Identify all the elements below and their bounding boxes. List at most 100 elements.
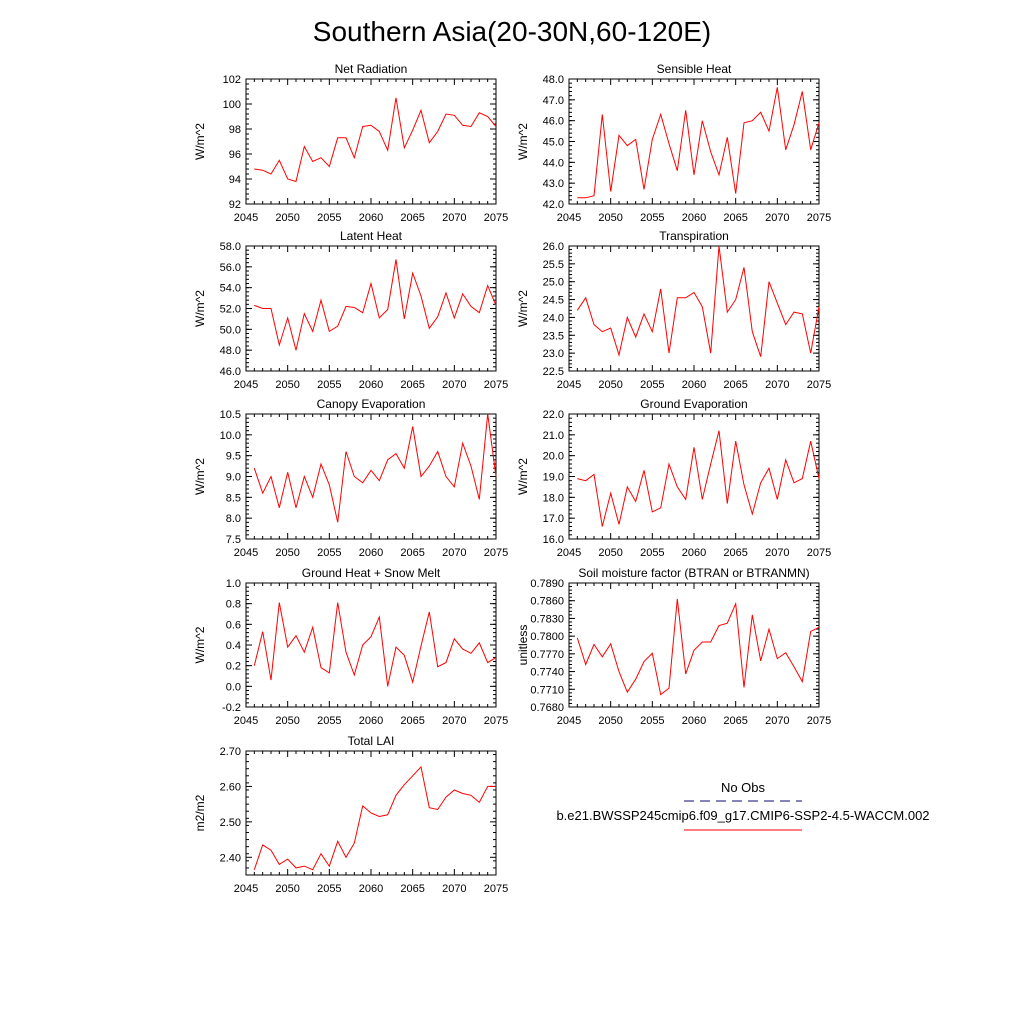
y-tick-label: 0.7710	[530, 684, 564, 696]
x-tick-label: 2050	[598, 212, 622, 224]
y-tick-label: 2.40	[220, 852, 241, 864]
x-tick-label: 2060	[359, 547, 383, 559]
x-tick-label: 2065	[723, 547, 747, 559]
x-tick-label: 2065	[400, 715, 424, 727]
x-tick-label: 2075	[484, 883, 508, 895]
y-axis-label: W/m^2	[193, 458, 207, 495]
plot-frame	[568, 413, 820, 540]
y-axis-label: W/m^2	[516, 123, 530, 160]
y-tick-label: 98	[229, 124, 241, 136]
y-axis-label: unitless	[516, 625, 530, 666]
y-tick-label: 43.0	[543, 178, 564, 190]
y-tick-label: 42.0	[543, 199, 564, 211]
y-axis-label: W/m^2	[193, 123, 207, 160]
x-tick-label: 2055	[317, 547, 341, 559]
x-tick-label: 2055	[317, 715, 341, 727]
y-tick-label: 26.0	[543, 241, 564, 253]
x-tick-label: 2065	[723, 212, 747, 224]
plot-frame	[568, 582, 820, 708]
plot-frame	[245, 582, 497, 708]
y-tick-label: 20.0	[543, 451, 564, 463]
x-tick-label: 2060	[682, 379, 706, 391]
panel-title: Net Radiation	[335, 62, 408, 76]
x-tick-label: 2055	[640, 379, 664, 391]
y-tick-label: 0.7890	[530, 578, 564, 590]
y-tick-label: 22.0	[543, 409, 564, 421]
x-tick-label: 2045	[234, 547, 258, 559]
x-tick-label: 2055	[317, 379, 341, 391]
y-tick-label: 23.5	[543, 330, 564, 342]
y-tick-label: 25.5	[543, 259, 564, 271]
series-line	[576, 245, 820, 357]
x-tick-label: 2055	[640, 547, 664, 559]
y-tick-label: 46.0	[220, 366, 241, 378]
y-tick-label: 54.0	[220, 283, 241, 295]
x-tick-label: 2060	[682, 715, 706, 727]
series-line	[253, 602, 497, 687]
plot-frame	[568, 78, 820, 205]
series-line	[254, 97, 497, 183]
x-tick-label: 2045	[557, 547, 581, 559]
y-tick-label: 25.0	[543, 277, 564, 289]
y-tick-label: 2.70	[220, 746, 241, 758]
x-tick-label: 2075	[484, 212, 508, 224]
y-tick-label: 16.0	[543, 534, 564, 546]
y-tick-label: 0.7680	[530, 702, 564, 714]
y-tick-label: 92	[229, 199, 241, 211]
x-tick-label: 2045	[234, 212, 258, 224]
x-tick-label: 2070	[442, 547, 466, 559]
x-tick-label: 2075	[484, 379, 508, 391]
series-line	[576, 598, 820, 696]
y-tick-label: 44.0	[543, 157, 564, 169]
chart-panel: 2045 2050 2055 2060 2065 2070 2075 0.7680 0.7710…	[516, 566, 831, 727]
y-tick-label: 96	[229, 149, 241, 161]
x-tick-label: 2050	[598, 715, 622, 727]
y-tick-label: 1.0	[226, 578, 241, 590]
series-line	[577, 87, 820, 199]
y-tick-label: 0.8	[226, 599, 241, 611]
y-tick-label: 24.0	[543, 312, 564, 324]
y-tick-label: 23.0	[543, 348, 564, 360]
chart-panel: 2045 2050 2055 2060 2065 2070 2075 16.0 17.0 18.0…	[516, 397, 831, 559]
y-tick-label: 58.0	[220, 241, 241, 253]
x-tick-label: 2060	[359, 715, 383, 727]
legend-obs-label: No Obs	[721, 780, 766, 795]
x-tick-label: 2070	[442, 379, 466, 391]
x-tick-label: 2070	[765, 379, 789, 391]
legend: No Obs b.e21.BWSSP245cmip6.f09_g17.CMIP6…	[556, 780, 930, 831]
y-axis-label: W/m^2	[193, 290, 207, 327]
y-tick-label: 0.6	[226, 619, 241, 631]
chart-panel: 2045 2050 2055 2060 2065 2070 2075 -0.2 0.0 0.2 0.…	[193, 566, 508, 727]
x-tick-label: 2065	[723, 715, 747, 727]
x-tick-label: 2055	[640, 715, 664, 727]
x-tick-label: 2055	[317, 883, 341, 895]
y-tick-label: 22.5	[543, 366, 564, 378]
y-tick-label: 21.0	[543, 430, 564, 442]
y-tick-label: 0.7770	[530, 649, 564, 661]
y-axis-label: W/m^2	[516, 290, 530, 327]
y-tick-label: 0.7830	[530, 613, 564, 625]
y-tick-label: 9.0	[226, 472, 241, 484]
panel-title: Ground Heat + Snow Melt	[302, 566, 441, 580]
y-tick-label: 10.0	[220, 430, 241, 442]
x-tick-label: 2065	[400, 379, 424, 391]
x-tick-label: 2070	[442, 212, 466, 224]
plot-frame	[245, 78, 497, 205]
y-tick-label: 8.5	[226, 492, 241, 504]
y-tick-label: 94	[229, 174, 241, 186]
y-tick-label: -0.2	[222, 702, 241, 714]
x-tick-label: 2050	[598, 547, 622, 559]
x-tick-label: 2045	[234, 379, 258, 391]
y-tick-label: 102	[223, 74, 241, 86]
x-tick-label: 2075	[484, 715, 508, 727]
x-tick-label: 2055	[640, 212, 664, 224]
panel-title: Ground Evaporation	[640, 397, 747, 411]
y-tick-label: 0.2	[226, 661, 241, 673]
x-tick-label: 2060	[359, 883, 383, 895]
panel-title: Transpiration	[659, 229, 729, 243]
x-tick-label: 2045	[234, 883, 258, 895]
series-line	[253, 413, 497, 523]
panel-title: Sensible Heat	[657, 62, 732, 76]
plot-frame	[245, 413, 497, 540]
